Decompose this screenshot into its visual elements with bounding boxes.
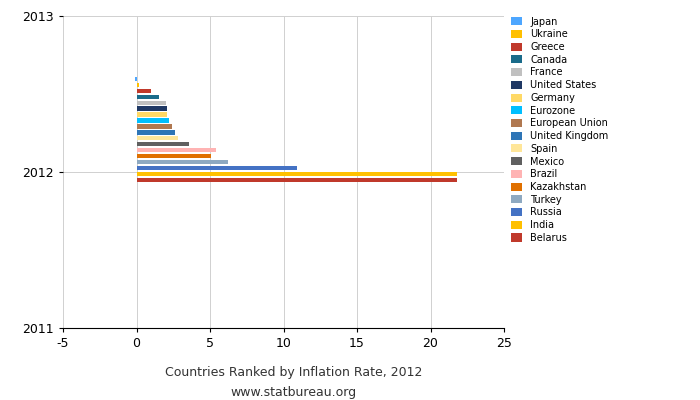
Bar [136, 83, 139, 87]
Bar [136, 154, 211, 158]
Bar [136, 136, 178, 140]
Bar [136, 178, 457, 182]
Bar [135, 77, 136, 81]
Bar [136, 172, 457, 176]
Bar [136, 148, 216, 152]
Text: www.statbureau.org: www.statbureau.org [231, 386, 357, 399]
Bar [136, 106, 167, 111]
Bar [136, 118, 169, 123]
Bar [136, 166, 297, 170]
Text: Countries Ranked by Inflation Rate, 2012: Countries Ranked by Inflation Rate, 2012 [165, 366, 423, 379]
Bar [136, 100, 166, 105]
Bar [136, 95, 158, 99]
Bar [136, 142, 190, 146]
Legend: Japan, Ukraine, Greece, Canada, France, United States, Germany, Eurozone, Europe: Japan, Ukraine, Greece, Canada, France, … [509, 15, 610, 245]
Bar [136, 130, 175, 134]
Bar [136, 89, 151, 93]
Bar [136, 124, 172, 129]
Bar [136, 160, 228, 164]
Bar [136, 112, 167, 117]
